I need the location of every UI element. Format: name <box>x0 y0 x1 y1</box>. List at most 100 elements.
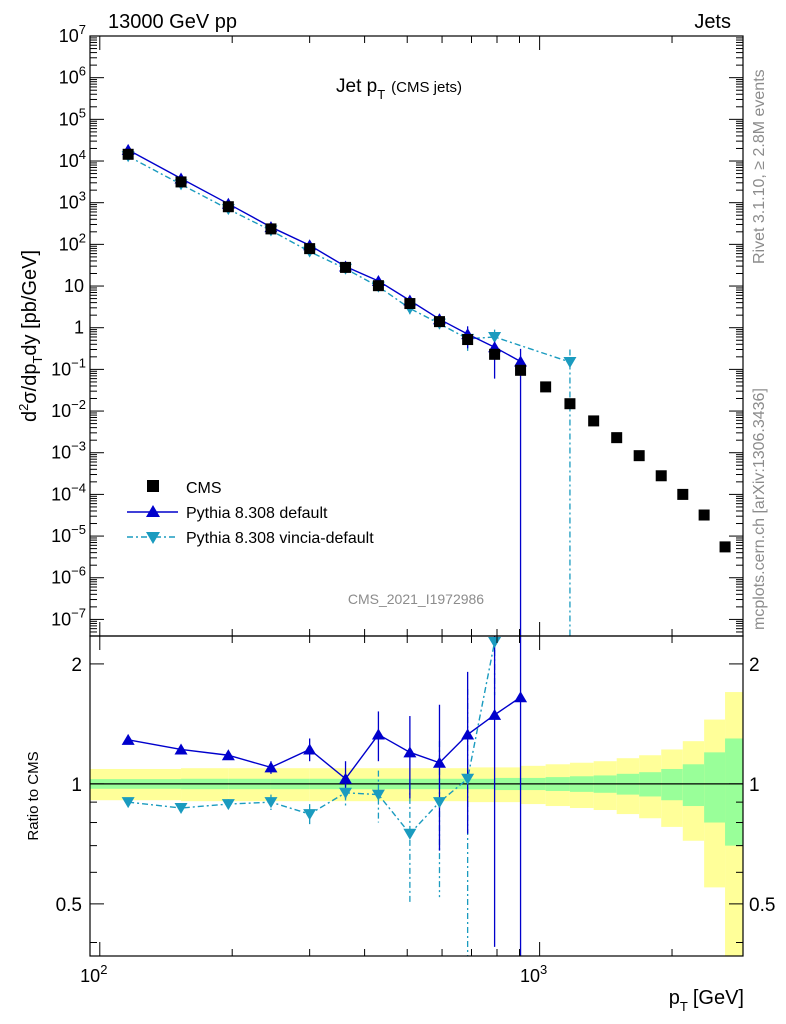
default-curve <box>127 149 521 363</box>
cms-point <box>588 415 600 427</box>
ratio-tick-label-left: 0.5 <box>56 895 82 916</box>
cms-point <box>433 316 445 328</box>
plot-title-sub: T <box>377 87 385 102</box>
default-ratio-point <box>221 749 235 761</box>
cms-point <box>655 470 667 482</box>
x-axis-title-main: p <box>669 987 680 1009</box>
cms-point <box>462 334 474 346</box>
y-tick-label: 10−4 <box>51 480 86 504</box>
x-tick-label: 103 <box>520 962 547 986</box>
y-tick-label-exp: 7 <box>79 22 86 37</box>
y-axis-title-mid: σ/dp <box>19 364 41 404</box>
vincia-curve <box>127 155 571 363</box>
default-ratio-point <box>514 691 528 703</box>
cms-point <box>564 398 576 410</box>
cms-point <box>304 243 316 255</box>
axis-labels: 102 10310710610510410310210110−110−210−31… <box>51 22 775 986</box>
vincia-ratio-point <box>339 787 353 799</box>
y-tick-label: 10 <box>64 276 84 296</box>
y-tick-label-exp: 5 <box>79 105 86 120</box>
default-ratio-point <box>403 746 417 758</box>
x-tick-label-exp: 3 <box>540 962 547 977</box>
cms-point <box>719 541 731 553</box>
y-tick-label-base: 10 <box>59 193 79 213</box>
y-tick-label-base: 10 <box>59 68 79 88</box>
default-ratio-point <box>264 761 278 773</box>
vincia-ratio-point <box>403 828 417 840</box>
cms-point <box>404 298 416 310</box>
legend-label-cms: CMS <box>186 480 222 497</box>
ratio-panel-frame <box>89 635 744 957</box>
cms-point <box>489 348 501 360</box>
default-ratio-point <box>432 756 446 768</box>
plot-title-tail: (CMS jets) <box>391 79 462 96</box>
cms-point <box>222 201 234 213</box>
side-label-rivet: Rivet 3.1.10, ≥ 2.8M events <box>751 69 768 264</box>
axes-frames <box>89 35 744 957</box>
series-curves <box>127 149 571 956</box>
y-tick-label-base: 10 <box>64 276 84 296</box>
y-tick-label: 104 <box>59 147 86 171</box>
y-tick-label: 107 <box>59 22 86 46</box>
ratio-band-inner <box>682 764 705 807</box>
cms-point <box>122 148 134 160</box>
legend-label-default: Pythia 8.308 default <box>186 505 328 522</box>
ratio-uncertainty-bands <box>90 692 743 956</box>
y-tick-label-exp: 6 <box>79 64 86 79</box>
y-tick-label-base: 10 <box>51 443 71 463</box>
y-tick-label-base: 10 <box>51 609 71 629</box>
default-point <box>514 355 528 367</box>
y-tick-label-exp: −4 <box>71 480 86 495</box>
ratio-axis-title: Ratio to CMS <box>25 751 42 840</box>
y-tick-label-exp: 3 <box>79 189 86 204</box>
vincia-ratio-point <box>371 789 385 801</box>
y-axis-title-pre: d <box>19 411 41 422</box>
cms-point <box>677 488 689 500</box>
cms-point <box>175 176 187 188</box>
default-ratio-curve <box>128 696 521 780</box>
y-tick-label-base: 10 <box>51 401 71 421</box>
vincia-ratio-point <box>174 803 188 815</box>
y-tick-label-exp: 4 <box>79 147 86 162</box>
ratio-tick-label-right: 1 <box>749 775 760 796</box>
vincia-ratio-point <box>221 799 235 811</box>
default-ratio-point <box>371 728 385 740</box>
ratio-tick-label-right: 0.5 <box>749 895 775 916</box>
legend: CMS Pythia 8.308 default Pythia 8.308 vi… <box>127 480 374 547</box>
y-axis-title-sub: T <box>30 356 45 364</box>
cms-point <box>698 509 710 521</box>
y-tick-label: 102 <box>59 230 86 254</box>
plot-title: Jet pT (CMS jets) <box>336 76 462 102</box>
x-axis-title-sub: T <box>680 999 688 1014</box>
x-tick-label-exp: 2 <box>100 962 107 977</box>
vincia-ratio-point <box>264 797 278 809</box>
y-tick-label-base: 10 <box>51 484 71 504</box>
ratio-band-inner <box>725 738 743 846</box>
cms-point <box>515 364 527 376</box>
y-tick-label: 10−7 <box>51 605 86 629</box>
vincia-ratio-point <box>121 797 135 809</box>
y-axis-title-sup: 2 <box>16 404 31 411</box>
vincia-point <box>488 331 502 343</box>
y-tick-label-base: 10 <box>59 109 79 129</box>
y-tick-label-exp: −6 <box>71 564 86 579</box>
x-axis-title-unit: [GeV] <box>693 987 744 1009</box>
y-tick-label-base: 1 <box>74 318 84 338</box>
y-tick-label-base: 10 <box>59 151 79 171</box>
y-axis-title: d2σ/dpTdy [pb/GeV] <box>16 250 45 422</box>
y-tick-label-exp: −1 <box>71 355 86 370</box>
vincia-ratio-point <box>488 636 502 648</box>
side-label-mcplots: mcplots.cern.ch [arXiv:1306.3436] <box>751 388 768 630</box>
ratio-tick-label-right: 2 <box>749 655 760 676</box>
y-tick-label: 10−6 <box>51 564 86 588</box>
ratio-tick-label-left: 2 <box>71 655 82 676</box>
default-ratio-point <box>339 772 353 784</box>
y-tick-label-exp: 2 <box>79 230 86 245</box>
y-tick-label-base: 10 <box>59 26 79 46</box>
header-left-label: 13000 GeV pp <box>108 11 237 33</box>
cms-point <box>372 280 384 292</box>
legend-marker-default <box>146 505 160 517</box>
cms-point <box>340 261 352 273</box>
default-ratio-point <box>174 743 188 755</box>
